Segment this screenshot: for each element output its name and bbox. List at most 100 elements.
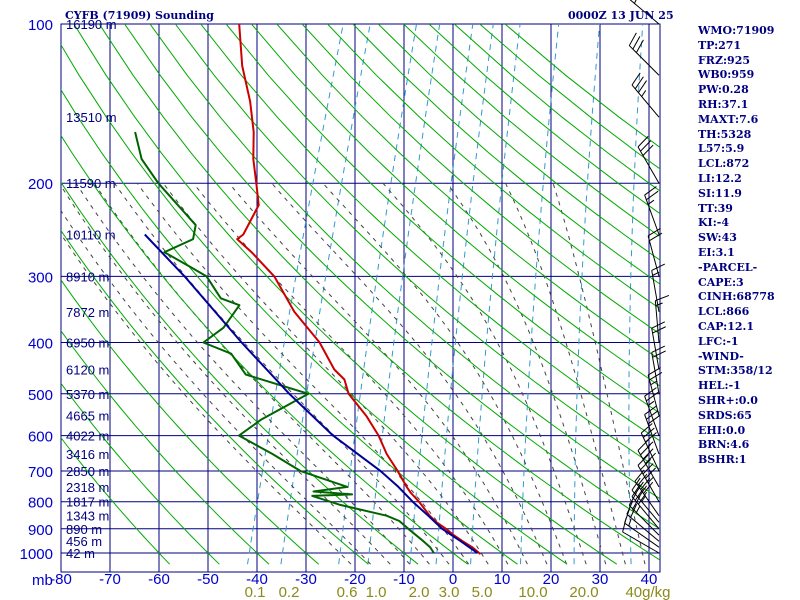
wind-barb-staff	[626, 513, 660, 542]
dry-adiabat-line	[61, 330, 270, 565]
index-item: HEL:-1	[698, 379, 741, 393]
dry-adiabat-line	[251, 24, 660, 387]
index-item: MAXT:7.6	[698, 112, 759, 126]
wind-barb-staff	[628, 45, 660, 76]
wind-barb-flag	[640, 140, 651, 152]
mixing-ratio-line	[520, 24, 560, 565]
dry-adiabat-line	[377, 24, 660, 261]
temperature-tick-label: -70	[99, 571, 121, 588]
wind-barb-flag	[645, 432, 657, 443]
mixing-ratio-line	[435, 24, 494, 565]
mixing-ratio-label: 3.0	[439, 584, 460, 600]
dry-adiabat-line	[276, 24, 660, 361]
pressure-tick-label: 400	[28, 335, 53, 352]
index-item: BRN:4.6	[698, 438, 750, 452]
wind-barb-flag	[628, 492, 637, 506]
dry-adiabat-line	[61, 279, 320, 565]
dry-adiabats	[61, 24, 660, 565]
index-item: BSHR:1	[698, 453, 747, 467]
wind-barb-flag	[628, 32, 637, 46]
dry-adiabat-line	[149, 24, 660, 500]
moist-adiabat-line	[271, 182, 548, 565]
temperature-tick-label: -10	[393, 571, 415, 588]
index-item: TP:271	[698, 38, 742, 52]
dry-adiabat-line	[61, 88, 518, 565]
height-label: 3416 m	[66, 447, 109, 462]
wind-barb-half-flag	[628, 518, 632, 527]
temperature-tick-label: -80	[50, 571, 72, 588]
wind-barb-flag	[637, 473, 648, 486]
wind-barb-staff	[647, 235, 660, 277]
dry-adiabat-line	[352, 24, 660, 285]
index-item: L57:5.9	[698, 142, 745, 156]
sounding-time: 0000Z 13 JUN 25	[568, 9, 674, 22]
wind-barb-flag	[651, 345, 666, 353]
moist-adiabat-line	[75, 182, 411, 565]
mixing-ratio-label: 2.0	[409, 584, 430, 600]
index-item: PW:0.28	[698, 83, 749, 97]
dry-adiabat-line	[61, 382, 220, 565]
temperature-tick-label: -30	[295, 571, 317, 588]
pressure-tick-label: 300	[28, 269, 53, 286]
height-label: 4665 m	[66, 409, 109, 424]
wind-barb-flag	[635, 39, 644, 53]
wind-barb-staff	[644, 414, 660, 455]
dry-adiabat-line	[174, 24, 660, 471]
wind-barb-half-flag	[634, 0, 637, 4]
wind-barb-half-flag	[641, 90, 647, 97]
dry-adiabat-line	[73, 24, 618, 565]
height-label: 8910 m	[66, 269, 109, 284]
wind-barb-flag	[642, 144, 654, 156]
temperature-tick-label: 10	[494, 571, 511, 588]
index-item: SI:11.9	[698, 186, 742, 200]
station-title: CYFB (71909) Sounding	[65, 9, 214, 22]
index-item: LI:12.2	[698, 171, 742, 185]
index-item: SW:43	[698, 231, 737, 245]
height-label: 456 m	[66, 534, 102, 549]
plot-frame	[60, 23, 661, 573]
index-item: -WIND-	[698, 349, 744, 363]
moist-adiabat-line	[322, 182, 568, 565]
wind-barb-flag	[640, 477, 651, 490]
pressure-grid	[60, 23, 661, 573]
wind-barb-flag	[637, 136, 649, 148]
wind-barb-flag	[626, 500, 634, 515]
height-label: 7872 m	[66, 305, 109, 320]
mixing-ratio-line	[409, 24, 474, 565]
index-item: FRZ:925	[698, 53, 751, 67]
wind-barb-staff	[647, 374, 660, 416]
index-item: TT:39	[698, 201, 733, 215]
wind-barb-flag	[647, 227, 661, 237]
temperature-tick-label: 20	[543, 571, 560, 588]
wind-barb-flag	[634, 488, 644, 501]
height-label: 4022 m	[66, 429, 109, 444]
moist-adiabat-line	[552, 183, 646, 565]
moist-adiabat-line	[61, 233, 352, 565]
wind-barb-staff	[634, 480, 660, 516]
moist-adiabat-line	[114, 182, 450, 565]
wind-barb-flag	[645, 452, 656, 464]
wind-barb-flag	[638, 80, 647, 93]
height-label: 5370 m	[66, 387, 109, 402]
mixing-ratio-line	[573, 24, 601, 565]
height-label: 2318 m	[66, 480, 109, 495]
wind-barb-flag	[655, 294, 670, 302]
dry-adiabat-line	[61, 436, 170, 565]
temperature-tick-label: -20	[344, 571, 366, 588]
plot-area	[61, 24, 660, 565]
wind-barb-half-flag	[655, 302, 663, 307]
wind-barb-flag	[646, 410, 659, 420]
moist-adiabat-line	[228, 182, 528, 565]
wind-barb-flag	[631, 72, 641, 86]
wind-barb-flag	[643, 481, 654, 494]
height-label: 6120 m	[66, 363, 109, 378]
wind-barb-staff	[631, 84, 660, 118]
wind-barb-flag	[652, 326, 666, 334]
moist-adiabat-line	[446, 182, 607, 565]
wind-barb-flag	[646, 391, 659, 402]
wind-barb-half-flag	[635, 505, 641, 513]
index-item: SRDS:65	[698, 408, 752, 422]
height-label: 6950 m	[66, 335, 109, 350]
wind-barb-staff	[637, 465, 660, 502]
wind-barb-flag	[643, 427, 655, 438]
